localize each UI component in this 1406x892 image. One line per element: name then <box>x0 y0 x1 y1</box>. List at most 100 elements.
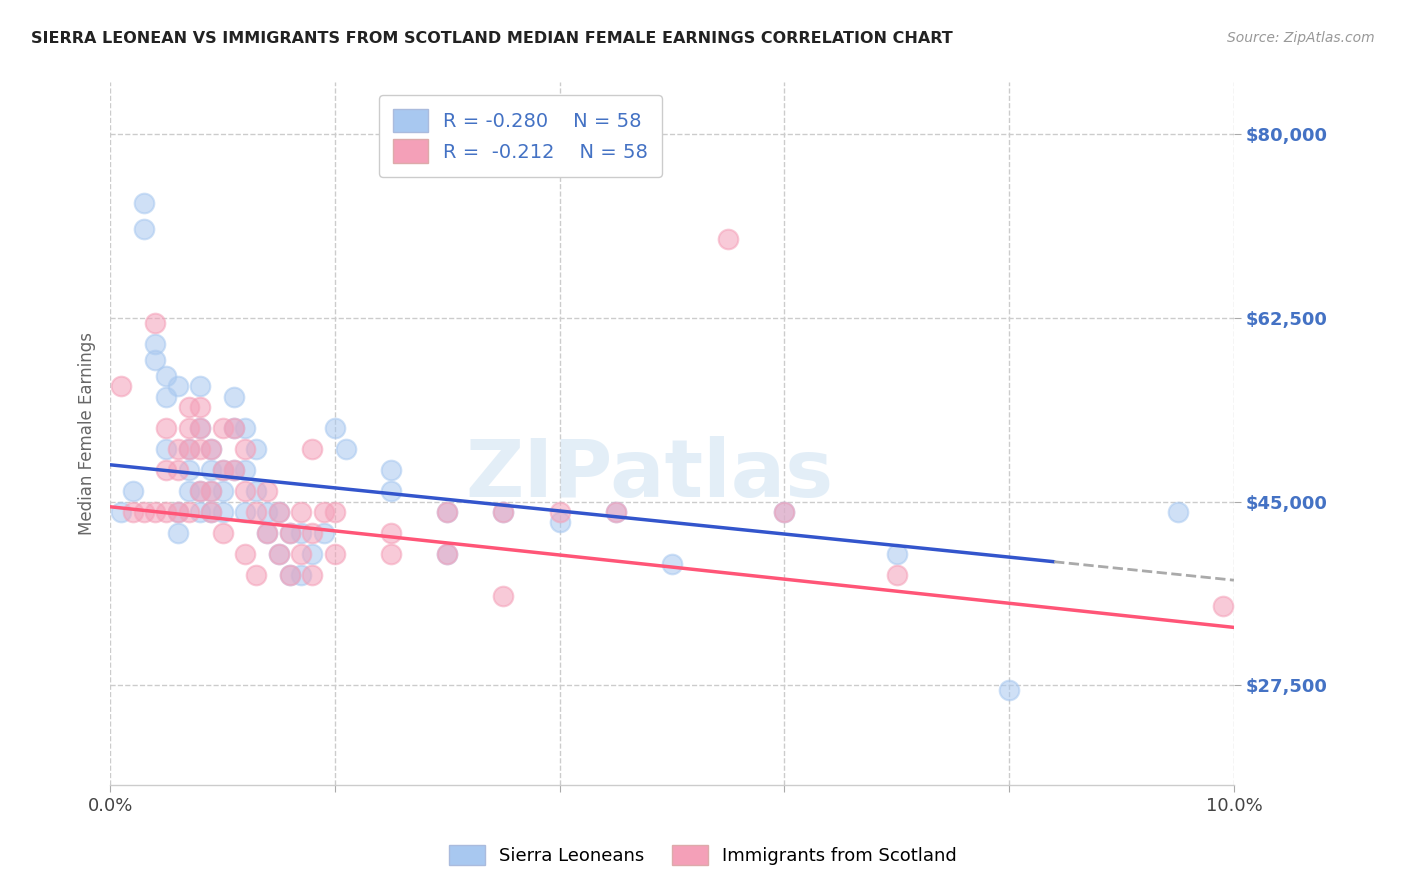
Point <box>436 547 458 561</box>
Point <box>188 505 211 519</box>
Point <box>200 442 222 456</box>
Point <box>132 505 155 519</box>
Point <box>301 547 323 561</box>
Point <box>605 505 627 519</box>
Point <box>110 505 132 519</box>
Point <box>177 421 200 435</box>
Point <box>267 547 290 561</box>
Point <box>245 442 267 456</box>
Text: SIERRA LEONEAN VS IMMIGRANTS FROM SCOTLAND MEDIAN FEMALE EARNINGS CORRELATION CH: SIERRA LEONEAN VS IMMIGRANTS FROM SCOTLA… <box>31 31 953 46</box>
Point <box>245 483 267 498</box>
Point <box>200 463 222 477</box>
Point <box>290 547 312 561</box>
Point <box>256 526 278 541</box>
Point <box>155 368 177 383</box>
Point <box>155 463 177 477</box>
Point <box>1212 599 1234 614</box>
Point <box>548 516 571 530</box>
Point <box>278 526 301 541</box>
Point <box>436 505 458 519</box>
Point <box>256 483 278 498</box>
Point <box>155 390 177 404</box>
Point <box>380 526 402 541</box>
Point <box>290 505 312 519</box>
Point <box>278 568 301 582</box>
Point <box>773 505 796 519</box>
Point <box>166 463 188 477</box>
Point <box>492 505 515 519</box>
Point <box>211 505 233 519</box>
Point <box>323 547 346 561</box>
Point <box>121 483 143 498</box>
Point <box>177 442 200 456</box>
Point <box>177 505 200 519</box>
Point <box>121 505 143 519</box>
Point <box>143 352 166 367</box>
Point <box>177 483 200 498</box>
Point <box>143 337 166 351</box>
Point <box>110 379 132 393</box>
Point <box>278 526 301 541</box>
Point <box>886 547 908 561</box>
Point <box>132 221 155 235</box>
Point <box>323 505 346 519</box>
Point <box>380 547 402 561</box>
Legend: Sierra Leoneans, Immigrants from Scotland: Sierra Leoneans, Immigrants from Scotlan… <box>440 836 966 874</box>
Point <box>177 463 200 477</box>
Y-axis label: Median Female Earnings: Median Female Earnings <box>79 332 96 535</box>
Point <box>155 505 177 519</box>
Point <box>436 547 458 561</box>
Point <box>188 483 211 498</box>
Point <box>166 442 188 456</box>
Point <box>233 547 256 561</box>
Point <box>211 526 233 541</box>
Point <box>492 589 515 603</box>
Point <box>166 505 188 519</box>
Point <box>717 232 740 246</box>
Point <box>188 421 211 435</box>
Point <box>301 568 323 582</box>
Point <box>233 463 256 477</box>
Point <box>267 505 290 519</box>
Point <box>188 400 211 414</box>
Point <box>301 526 323 541</box>
Point <box>222 421 245 435</box>
Point <box>222 463 245 477</box>
Point <box>200 505 222 519</box>
Point <box>256 526 278 541</box>
Point <box>200 483 222 498</box>
Point <box>1167 505 1189 519</box>
Point <box>211 463 233 477</box>
Point <box>312 526 335 541</box>
Point <box>211 483 233 498</box>
Text: Source: ZipAtlas.com: Source: ZipAtlas.com <box>1227 31 1375 45</box>
Point <box>661 558 683 572</box>
Point <box>166 379 188 393</box>
Point <box>290 568 312 582</box>
Point <box>177 400 200 414</box>
Point <box>233 505 256 519</box>
Point <box>211 421 233 435</box>
Point <box>188 379 211 393</box>
Point <box>222 463 245 477</box>
Point <box>290 526 312 541</box>
Point <box>605 505 627 519</box>
Point <box>278 568 301 582</box>
Point <box>380 483 402 498</box>
Point <box>188 421 211 435</box>
Point <box>267 547 290 561</box>
Point <box>233 421 256 435</box>
Point <box>143 316 166 330</box>
Point <box>436 505 458 519</box>
Point <box>335 442 357 456</box>
Point <box>166 505 188 519</box>
Point <box>380 463 402 477</box>
Point <box>222 390 245 404</box>
Point <box>155 421 177 435</box>
Point <box>548 505 571 519</box>
Point <box>166 526 188 541</box>
Text: ZIPatlas: ZIPatlas <box>465 436 834 515</box>
Point <box>177 442 200 456</box>
Point <box>245 505 267 519</box>
Point <box>188 483 211 498</box>
